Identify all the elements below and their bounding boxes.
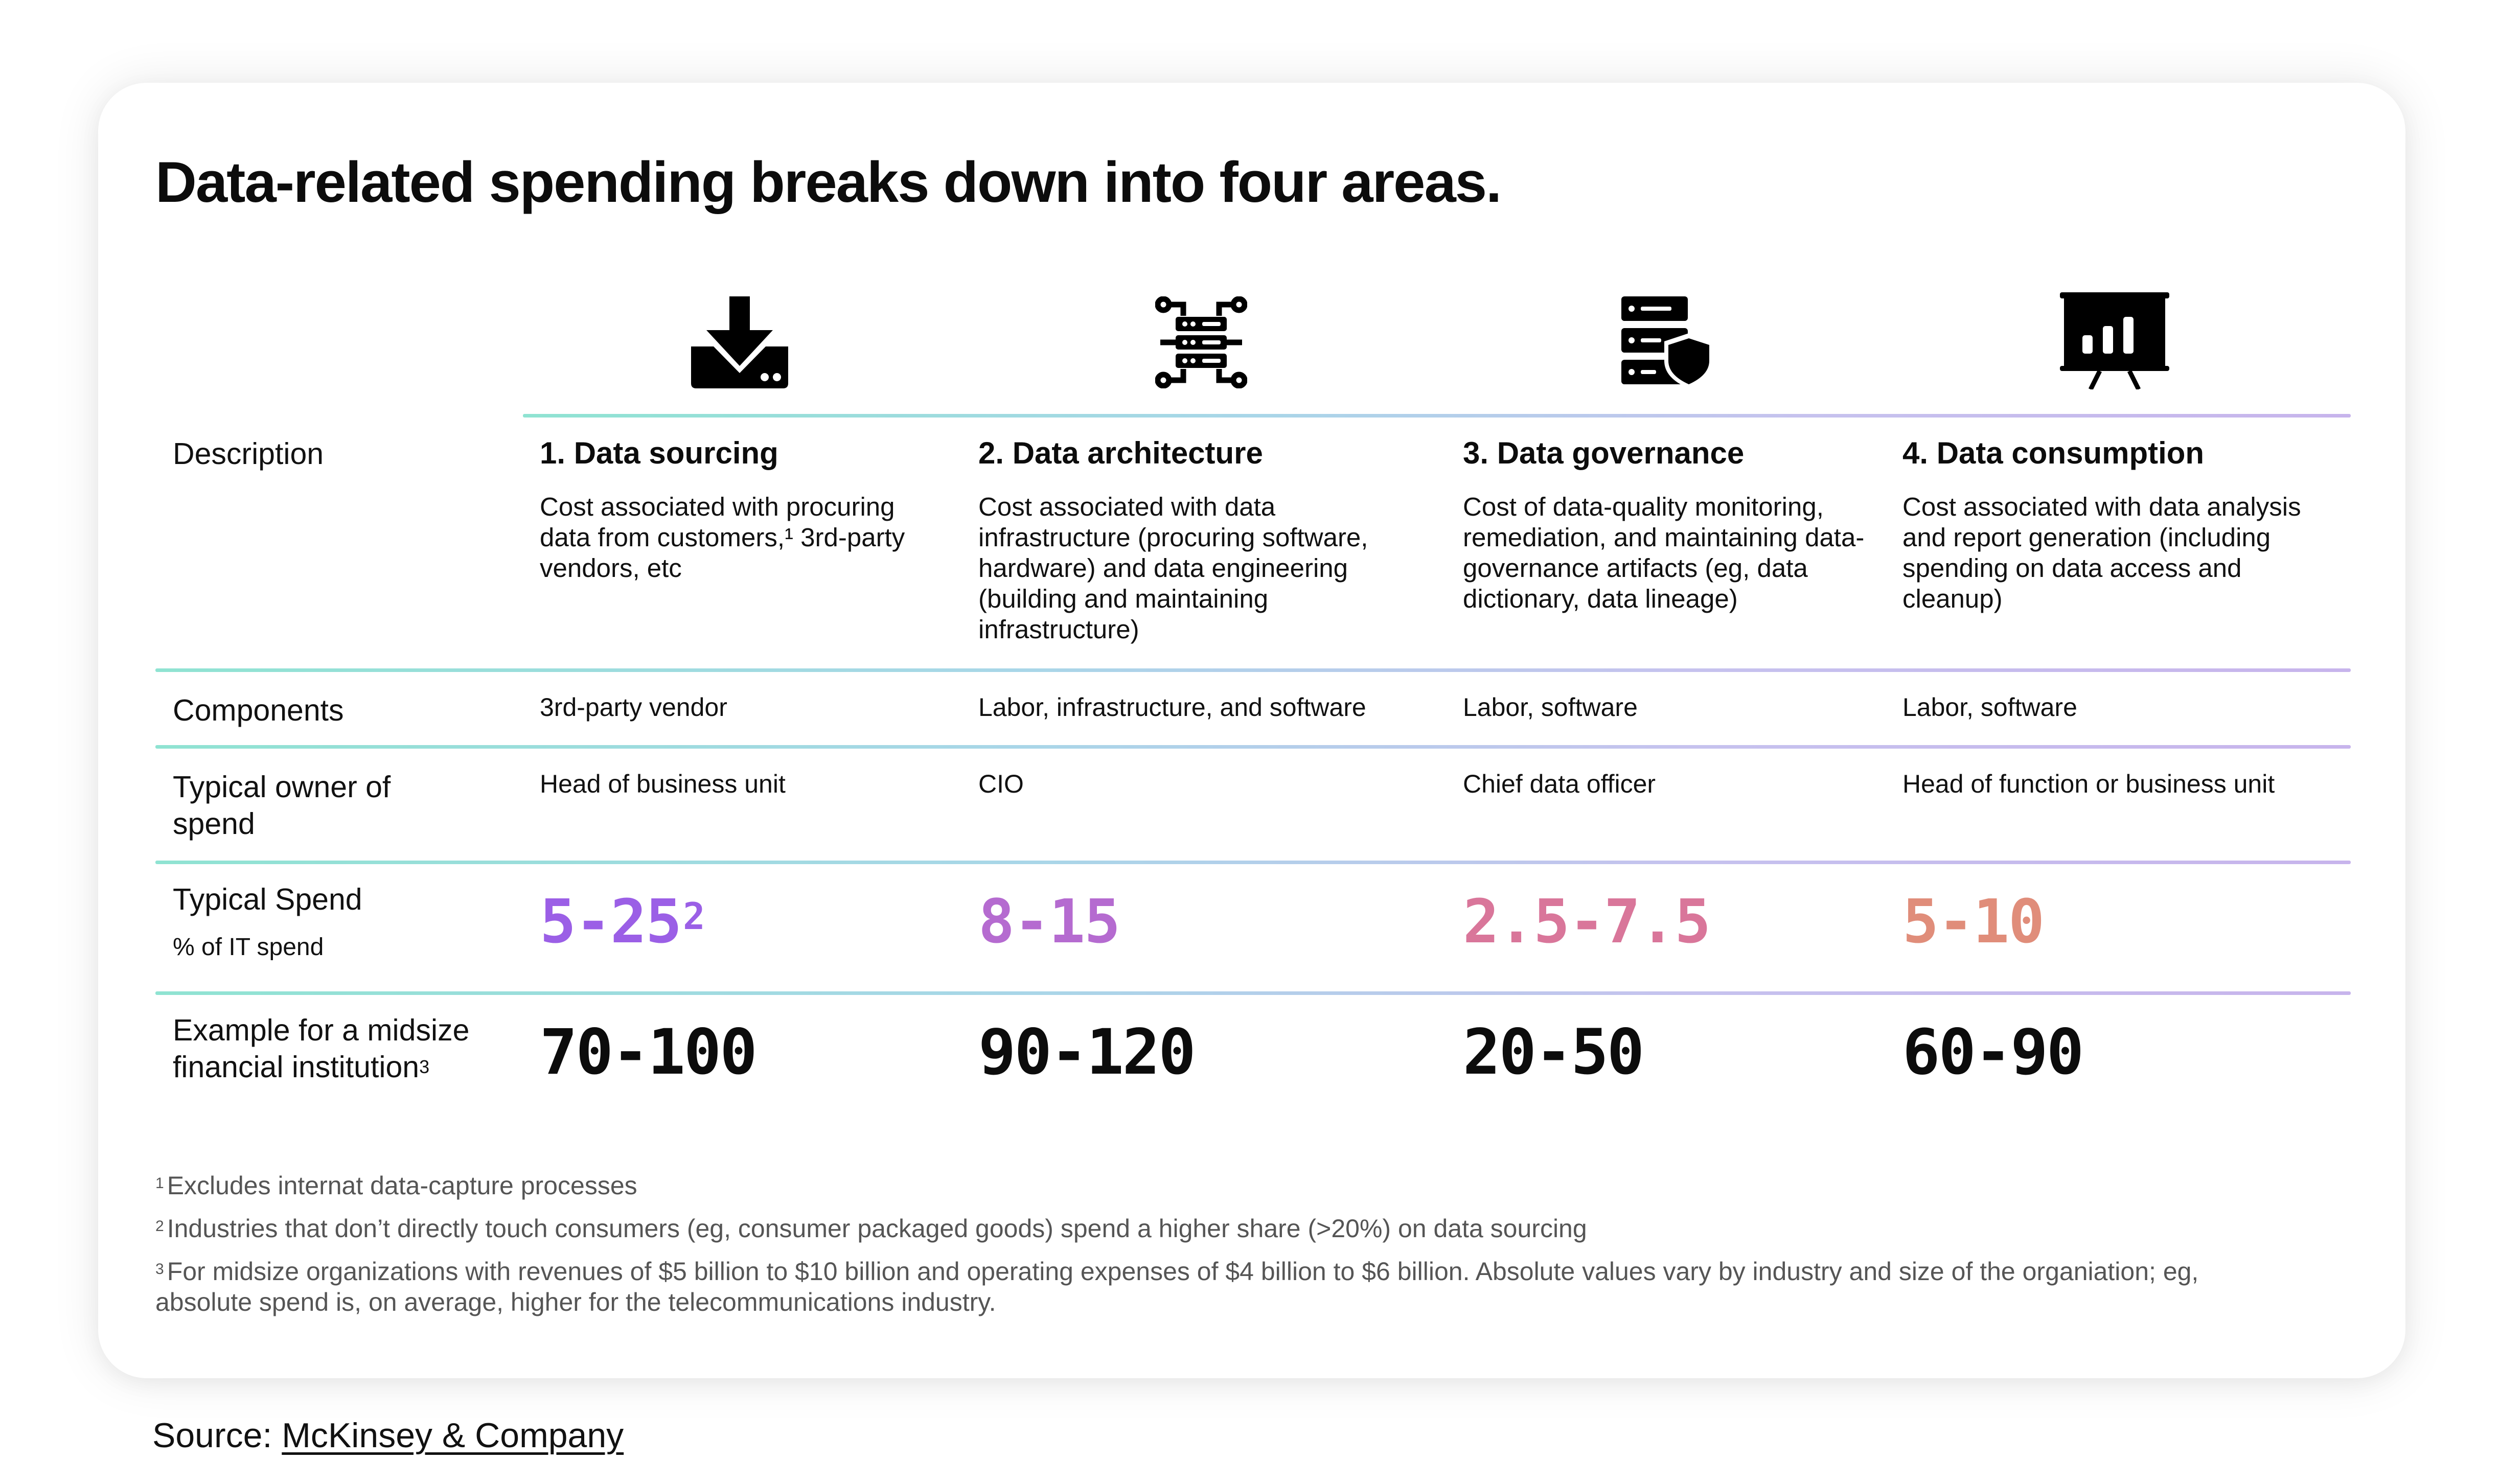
column-title-data-governance: 3. Data governance bbox=[1463, 436, 1745, 470]
owner-data-architecture: CIO bbox=[978, 770, 1024, 798]
presentation-chart-icon bbox=[2060, 292, 2169, 389]
example-data-sourcing: 70-100 bbox=[540, 1016, 758, 1088]
column-title-data-sourcing: 1. Data sourcing bbox=[540, 436, 778, 470]
spend-data-consumption: 5-10 bbox=[1902, 886, 2045, 957]
row-label-description: Description bbox=[173, 437, 324, 471]
row-label-owner: Typical owner of spend bbox=[173, 770, 391, 841]
row-rule-spend bbox=[155, 861, 2351, 864]
row-label-example: Example for a midsize financial institut… bbox=[173, 1013, 470, 1084]
owner-data-consumption: Head of function or business unit bbox=[1902, 770, 2275, 798]
server-shield-icon bbox=[1621, 296, 1713, 388]
components-data-consumption: Labor, software bbox=[1902, 693, 2077, 722]
spend-data-architecture: 8-15 bbox=[978, 886, 1120, 957]
source-credit: Source: McKinsey & Company bbox=[152, 1416, 624, 1455]
header-rule bbox=[523, 414, 2351, 418]
row-rule-components bbox=[155, 668, 2351, 672]
spend-footnote-mark: 2 bbox=[683, 895, 705, 938]
page-title: Data-related spending breaks down into f… bbox=[155, 150, 1502, 214]
example-footnote-mark: 3 bbox=[419, 1056, 430, 1077]
row-label-spend-unit: % of IT spend bbox=[173, 934, 324, 961]
description-data-governance: Cost of data-quality monitoring, remedia… bbox=[1463, 492, 1865, 613]
footnote-3: 3 For midsize organizations with revenues… bbox=[155, 1257, 2199, 1316]
row-rule-example bbox=[155, 991, 2351, 995]
infographic-card: Data-related spending breaks down into f… bbox=[98, 83, 2405, 1378]
spend-data-sourcing: 5-252 bbox=[540, 886, 705, 957]
row-rule-owner bbox=[155, 745, 2351, 749]
footnote-2: 2 Industries that don’t directly touch co… bbox=[155, 1214, 1587, 1243]
owner-data-sourcing: Head of business unit bbox=[540, 770, 786, 798]
row-label-spend: Typical Spend bbox=[173, 883, 362, 916]
row-label-components: Components bbox=[173, 693, 344, 727]
components-data-architecture: Labor, infrastructure, and software bbox=[978, 693, 1366, 722]
owner-data-governance: Chief data officer bbox=[1463, 770, 1656, 798]
server-network-icon bbox=[1155, 296, 1247, 388]
description-data-consumption: Cost associated with data analysis and r… bbox=[1902, 492, 2301, 613]
components-data-governance: Labor, software bbox=[1463, 693, 1638, 722]
column-title-data-consumption: 4. Data consumption bbox=[1902, 436, 2205, 470]
description-data-architecture: Cost associated with data infrastructure… bbox=[978, 492, 1368, 644]
components-data-sourcing: 3rd-party vendor bbox=[540, 693, 727, 722]
footnote-1: 1 Excludes internat data-capture processe… bbox=[155, 1171, 637, 1200]
example-data-governance: 20-50 bbox=[1463, 1016, 1644, 1088]
example-data-consumption: 60-90 bbox=[1902, 1016, 2084, 1088]
spend-data-governance: 2.5-7.5 bbox=[1463, 886, 1711, 957]
example-data-architecture: 90-120 bbox=[978, 1016, 1196, 1088]
source-link[interactable]: McKinsey & Company bbox=[282, 1416, 624, 1455]
column-title-data-architecture: 2. Data architecture bbox=[978, 436, 1263, 470]
download-tray-icon bbox=[691, 296, 788, 388]
description-data-sourcing: Cost associated with procuring data from… bbox=[540, 492, 905, 583]
